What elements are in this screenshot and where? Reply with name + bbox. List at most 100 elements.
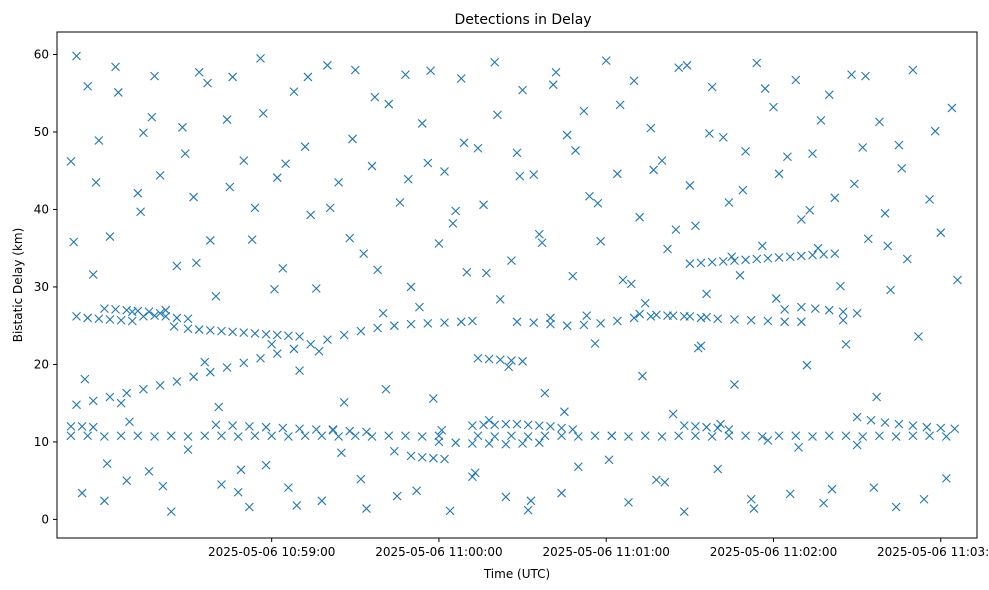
detection-point [133,188,143,198]
detection-point [456,74,466,83]
detection-point [250,431,260,441]
detection-point [172,313,182,323]
detection-point [479,200,488,210]
detection-point [169,322,179,331]
detection-point [484,439,494,448]
detection-point [674,63,684,73]
detection-point [646,123,656,133]
detection-point [562,321,572,331]
y-tick-label: 40 [34,202,49,216]
detection-point [523,505,533,515]
detection-point [233,432,243,441]
detection-point [540,388,550,398]
detection-point [205,325,215,335]
detection-point [730,380,739,389]
detection-point [479,420,488,430]
detection-point [813,243,823,253]
detection-point [83,81,93,91]
detection-point [127,307,137,317]
detection-point [72,311,81,321]
detection-point [875,117,884,127]
detection-point [66,431,76,441]
detection-point [548,80,558,90]
detection-point [350,65,360,75]
detection-point [378,308,388,318]
detection-point [250,203,260,213]
detection-point [838,315,848,325]
detection-point [417,453,427,462]
detection-point [791,431,801,441]
detection-point [612,316,622,326]
detection-point [735,270,745,280]
detection-point [158,481,168,491]
detection-point [908,431,918,441]
detection-point [512,148,522,158]
detection-point [741,146,750,156]
detection-point [741,431,750,441]
detection-point [936,228,946,238]
detection-point [796,251,806,261]
detection-point [696,258,706,268]
detection-point [434,431,444,441]
detection-point [127,316,137,326]
detection-point [763,316,773,326]
detection-point [359,249,369,259]
y-axis: 0 10 20 30 40 50 60 [34,47,57,526]
detection-point [794,442,803,452]
detection-point [373,265,382,275]
detection-point [217,326,226,336]
detection-point [808,149,817,159]
detection-point [440,318,449,327]
detection-point [481,268,491,278]
detection-point [596,236,606,246]
detection-point [685,311,695,321]
detection-point [693,343,703,353]
detection-point [211,420,221,430]
detection-point [166,431,176,441]
detection-point [311,425,321,434]
detection-point [953,275,962,285]
detection-point [281,159,290,169]
detection-point [604,455,614,465]
detection-point [746,494,756,504]
detection-point [317,496,327,506]
detection-point [869,483,879,493]
detection-point [470,468,480,478]
detection-point [507,431,516,441]
detection-point [200,431,210,441]
detection-point [523,432,533,441]
detection-point [490,432,500,441]
detection-point [406,319,416,329]
plot-area [56,31,978,539]
detection-point [66,422,76,431]
detection-point [713,423,723,433]
detection-point [713,464,723,474]
detection-point [518,356,527,366]
detection-point [657,432,667,441]
detection-point [417,432,427,441]
detection-point [880,418,890,427]
detection-point [774,431,784,441]
detection-point [526,496,536,506]
detection-point [490,420,500,430]
detection-point [872,392,882,402]
detection-point [590,339,600,348]
detection-point [562,130,572,140]
detection-point [849,179,859,189]
detection-point [236,465,246,475]
chart-title: Detections in Delay [454,12,591,28]
detection-point [239,328,249,338]
detection-point [328,425,338,434]
detection-point [774,253,784,262]
detection-point [930,126,940,136]
detection-point [194,67,204,77]
detection-point [392,491,402,501]
detection-point [423,158,433,168]
detection-point [897,163,907,173]
detection-point [272,330,282,340]
detection-point [560,407,569,417]
detection-point [200,357,210,367]
detection-point [105,392,115,402]
detection-point [468,421,477,431]
detection-point [111,305,120,314]
